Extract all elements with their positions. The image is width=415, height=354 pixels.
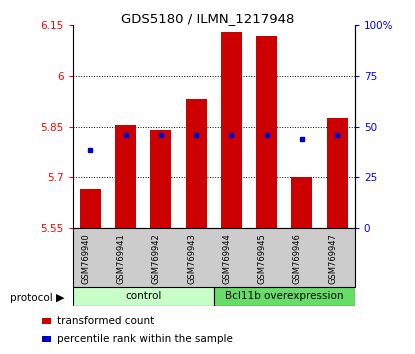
Text: GSM769941: GSM769941 bbox=[117, 233, 125, 284]
Text: Bcl11b overexpression: Bcl11b overexpression bbox=[225, 291, 344, 302]
Bar bbox=[80, 189, 101, 228]
Bar bbox=[327, 118, 348, 228]
Text: GSM769947: GSM769947 bbox=[328, 233, 337, 284]
Bar bbox=[214, 287, 355, 306]
Text: percentile rank within the sample: percentile rank within the sample bbox=[57, 334, 233, 344]
Text: control: control bbox=[125, 291, 161, 302]
Text: GDS5180 / ILMN_1217948: GDS5180 / ILMN_1217948 bbox=[121, 12, 294, 25]
Bar bbox=[150, 130, 171, 228]
Text: GSM769945: GSM769945 bbox=[258, 233, 267, 284]
Bar bbox=[221, 32, 242, 228]
Bar bbox=[291, 177, 312, 228]
Text: GSM769946: GSM769946 bbox=[293, 233, 302, 284]
Bar bbox=[256, 36, 277, 228]
Text: GSM769944: GSM769944 bbox=[222, 233, 232, 284]
Text: ▶: ▶ bbox=[56, 293, 64, 303]
Text: GSM769943: GSM769943 bbox=[187, 233, 196, 284]
Text: transformed count: transformed count bbox=[57, 316, 154, 326]
Text: protocol: protocol bbox=[10, 293, 53, 303]
Bar bbox=[115, 125, 136, 228]
Bar bbox=[73, 287, 214, 306]
Bar bbox=[186, 99, 207, 228]
Text: GSM769940: GSM769940 bbox=[81, 233, 90, 284]
Text: GSM769942: GSM769942 bbox=[152, 233, 161, 284]
